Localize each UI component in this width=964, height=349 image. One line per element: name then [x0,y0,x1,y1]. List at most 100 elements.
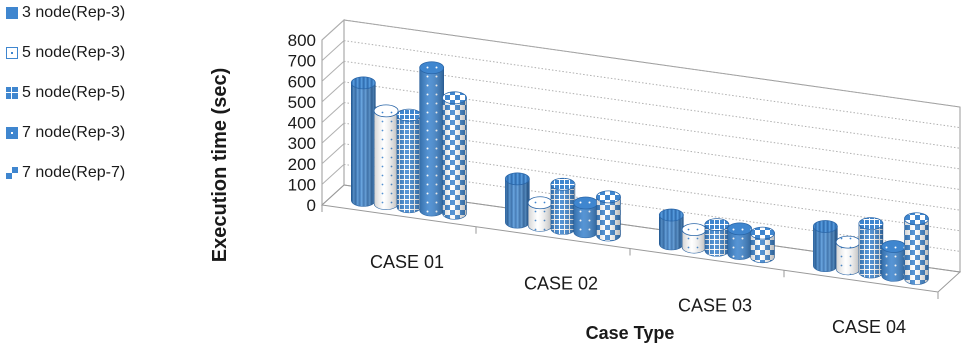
bar-top [858,217,884,231]
bar [835,235,861,276]
legend-swatch-dots-dark [6,127,18,139]
bar-shading [858,223,883,279]
y-tick-label: 800 [288,31,316,50]
gridline [343,163,961,252]
gridline-side [321,122,345,144]
bar [812,220,838,272]
legend-label: 7 node(Rep-3) [22,124,126,141]
bar [658,208,684,251]
bar-shading [419,67,444,217]
bar-shading [351,82,376,207]
bar-top [442,91,467,105]
bar [904,212,929,285]
bar-shading [596,196,621,242]
bar-top [550,177,576,191]
bar-shading [881,246,906,282]
bar-shading [573,202,598,238]
bar-shading [727,228,752,260]
bar-shading [374,110,399,210]
bar-top [681,223,707,237]
bar-shading [396,115,421,213]
gridlines [321,19,961,252]
y-tick-label: 700 [288,52,316,71]
bar-top [596,190,621,204]
gridline-side [321,60,345,82]
gridline-side [321,40,345,61]
gridline-side [321,164,345,185]
bar-top [419,61,445,75]
legend-swatch-solid [6,7,18,19]
bar [573,196,599,239]
y-tick-label: 600 [288,72,316,91]
gridline [343,81,961,170]
bar-shading [682,229,707,254]
bar-top [835,235,861,249]
bar [881,240,907,282]
bar-shading [659,215,684,250]
bar-top [373,104,399,118]
bar-top [812,220,838,233]
bar-top [658,208,684,222]
bar-top [881,240,907,253]
y-tick-label: 100 [288,175,316,194]
legend-swatch-grid [6,87,18,99]
legend-swatch-checker [6,167,18,179]
legend-label: 5 node(Rep-3) [22,44,126,61]
bar [550,177,576,235]
bar [373,104,399,210]
bar [681,223,707,254]
y-tick-label: 500 [288,93,316,112]
bar-shading [904,218,929,285]
y-tick-label: 200 [288,155,316,174]
bar-top [573,196,599,210]
category-label: CASE 02 [524,274,598,294]
bar-shading [528,202,553,232]
bar-top [727,222,753,236]
gridline [343,40,961,129]
gridline-side [321,81,345,103]
gridline [343,122,961,211]
bar [350,76,376,207]
bar [750,226,775,264]
bar-top [527,196,553,210]
bar [504,172,530,229]
gridline [343,19,961,108]
gridline [343,143,961,232]
bar-shading [550,184,575,235]
bar [704,218,730,257]
bars [350,61,929,285]
gridline-side [321,102,345,123]
y-tick-label: 300 [288,134,316,153]
bar-shading [836,242,861,275]
category-label: CASE 03 [678,295,752,315]
x-axis-title: Case Type [586,323,675,343]
bar-shading [442,97,467,220]
legend-swatch-dots [6,47,18,59]
category-labels: CASE 01 CASE 02 CASE 03 CASE 04 [321,205,939,337]
bar [442,91,467,220]
category-label: CASE 04 [832,317,906,337]
bar [858,217,884,279]
bar-top [504,172,530,186]
gridline-side [321,143,345,165]
bar [596,190,621,242]
bar-top [704,218,730,231]
bar-top [750,226,775,240]
bar-shading [813,226,838,272]
y-tick-label: 400 [288,114,316,133]
bar-shading [750,233,775,263]
bar-shading [704,224,729,257]
floor [320,184,962,293]
bar-top [350,76,376,90]
bar-top [904,212,929,226]
bar [419,61,445,217]
gridline [343,102,961,190]
legend-label: 7 node(Rep-7) [22,164,126,181]
bar-shading [505,178,530,229]
y-axis-title: Execution time (sec) [209,68,231,263]
bar-top [396,108,422,122]
bar [527,196,553,232]
y-tick-label: 0 [307,196,316,215]
category-label: CASE 01 [370,252,444,272]
